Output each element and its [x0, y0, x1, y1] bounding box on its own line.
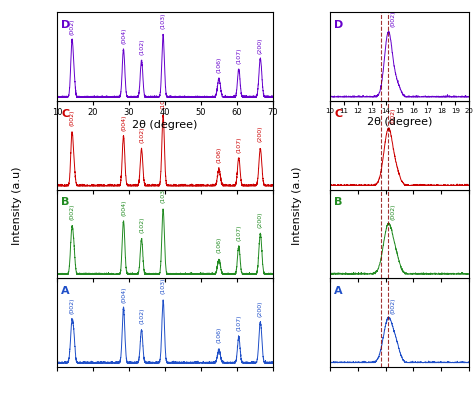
Text: (002): (002) [70, 109, 74, 126]
Text: (107): (107) [236, 136, 241, 153]
Text: (002): (002) [390, 11, 395, 28]
Text: (106): (106) [217, 327, 221, 343]
X-axis label: 2θ (degree): 2θ (degree) [367, 117, 432, 126]
Text: (002): (002) [70, 18, 74, 35]
Text: (106): (106) [217, 57, 221, 73]
Text: (200): (200) [258, 126, 263, 143]
Text: A: A [334, 286, 343, 296]
Text: (103): (103) [161, 92, 165, 109]
Text: (103): (103) [161, 13, 165, 29]
Text: (106): (106) [217, 237, 221, 253]
Text: (102): (102) [139, 126, 144, 143]
Text: (103): (103) [161, 187, 165, 203]
Text: (200): (200) [258, 300, 263, 316]
Text: D: D [334, 20, 343, 30]
Text: D: D [61, 20, 71, 30]
Text: (102): (102) [139, 216, 144, 233]
Text: (002): (002) [390, 108, 395, 124]
Text: (004): (004) [121, 27, 126, 44]
Text: (002): (002) [390, 297, 395, 314]
X-axis label: 2θ (degree): 2θ (degree) [132, 119, 198, 130]
Text: C: C [334, 109, 342, 119]
Text: (102): (102) [139, 307, 144, 324]
Text: B: B [61, 197, 70, 208]
Text: Intensity (a.u): Intensity (a.u) [292, 167, 301, 245]
Text: (004): (004) [121, 286, 126, 303]
Text: B: B [334, 197, 342, 208]
Text: (004): (004) [121, 114, 126, 131]
Text: (200): (200) [258, 37, 263, 54]
Text: (107): (107) [236, 225, 241, 241]
Text: (002): (002) [70, 297, 74, 314]
Text: (102): (102) [139, 38, 144, 54]
Text: C: C [61, 109, 69, 119]
Text: (103): (103) [161, 277, 165, 294]
Text: (106): (106) [217, 147, 221, 163]
Text: (107): (107) [236, 47, 241, 64]
Text: Intensity (a.u): Intensity (a.u) [12, 167, 22, 245]
Text: (002): (002) [390, 204, 395, 220]
Text: (004): (004) [121, 199, 126, 215]
Text: A: A [61, 286, 70, 296]
Text: (002): (002) [70, 204, 74, 220]
Text: (200): (200) [258, 212, 263, 228]
Text: (107): (107) [236, 314, 241, 331]
